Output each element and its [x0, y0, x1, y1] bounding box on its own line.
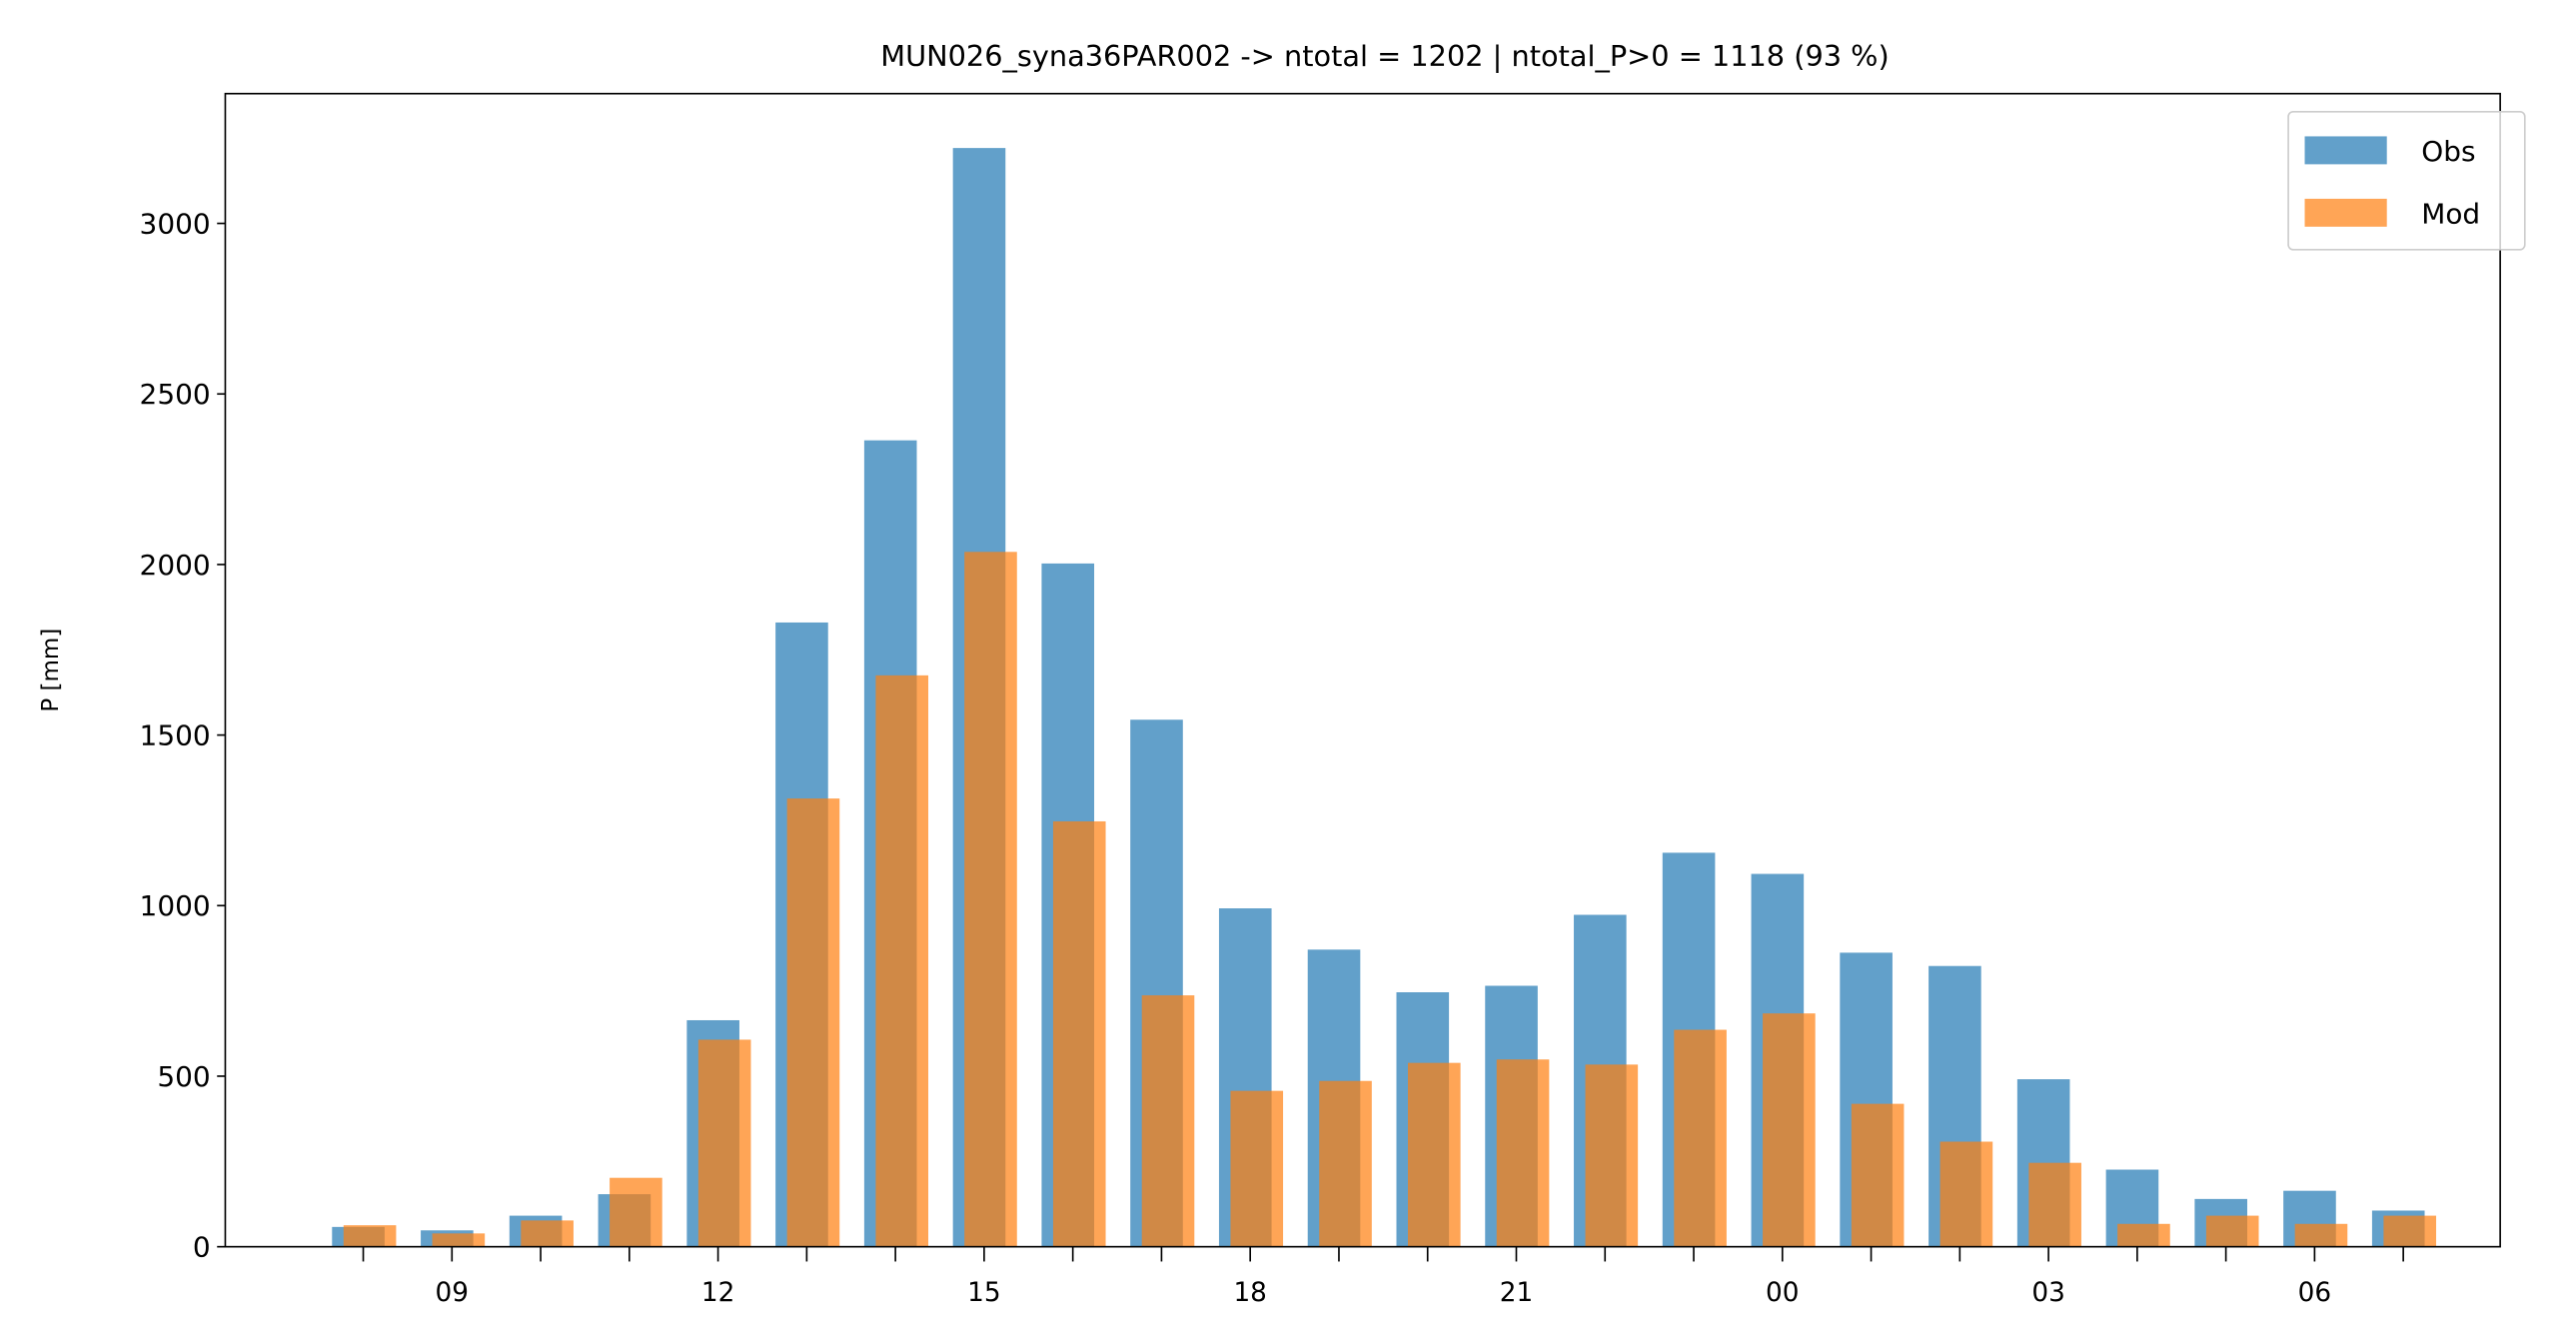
legend: Obs Mod	[2287, 110, 2526, 251]
x-tick-label: 00	[1766, 1278, 1799, 1308]
bar-mod-02	[1939, 1141, 1993, 1247]
bar-mod-01	[1851, 1103, 1905, 1247]
legend-label-obs: Obs	[2421, 135, 2475, 168]
axis-ticks: 0 500 1000 1500 2000 2500 3000 09 12 15 18 21 00 03 06	[140, 207, 2404, 1308]
bar-mod-12	[697, 1039, 751, 1247]
x-tick-label: 09	[436, 1278, 469, 1308]
bar-mod-11	[610, 1177, 662, 1247]
bar-mod-05	[2205, 1215, 2259, 1247]
bar-mod-00	[1763, 1013, 1816, 1247]
y-tick-label: 3000	[140, 207, 211, 240]
legend-swatch-obs	[2304, 136, 2387, 165]
bar-mod-10	[521, 1220, 574, 1247]
bar-mod-06	[2294, 1223, 2348, 1247]
bar-mod-15	[964, 552, 1017, 1247]
y-tick-label: 2500	[140, 378, 211, 411]
bars-group	[332, 148, 2437, 1247]
x-tick-label: 15	[967, 1278, 1000, 1308]
bar-mod-22	[1585, 1064, 1639, 1247]
y-tick-label: 2000	[140, 549, 211, 582]
x-tick-label: 12	[701, 1278, 734, 1308]
bar-mod-23	[1674, 1029, 1727, 1247]
legend-box	[2287, 110, 2526, 251]
x-tick-label: 03	[2031, 1278, 2064, 1308]
bar-mod-20	[1407, 1062, 1461, 1247]
y-axis-label: P [mm]	[38, 629, 64, 712]
x-tick-label: 06	[2298, 1278, 2331, 1308]
y-tick-label: 500	[157, 1060, 210, 1093]
bar-mod-09	[432, 1233, 486, 1247]
bar-mod-18	[1230, 1090, 1284, 1247]
legend-swatch-mod	[2304, 198, 2387, 227]
y-tick-label: 1500	[140, 718, 211, 751]
bar-mod-03	[2028, 1162, 2081, 1247]
legend-label-mod: Mod	[2421, 198, 2480, 231]
x-tick-label: 18	[1233, 1278, 1266, 1308]
y-tick-label: 1000	[140, 889, 211, 922]
bar-mod-17	[1141, 995, 1195, 1247]
bar-mod-13	[786, 798, 840, 1247]
bar-mod-08	[343, 1225, 397, 1247]
bar-mod-07	[2383, 1215, 2437, 1247]
bar-mod-14	[875, 674, 929, 1247]
chart-title: MUN026_syna36PAR002 -> ntotal = 1202 | n…	[880, 39, 1889, 73]
x-tick-label: 21	[1500, 1278, 1533, 1308]
plot-frame	[224, 92, 2501, 1248]
bar-mod-19	[1319, 1080, 1372, 1247]
bar-mod-21	[1496, 1059, 1550, 1247]
y-tick-label: 0	[193, 1231, 211, 1264]
bar-mod-04	[2117, 1223, 2170, 1247]
bar-mod-16	[1052, 820, 1106, 1247]
